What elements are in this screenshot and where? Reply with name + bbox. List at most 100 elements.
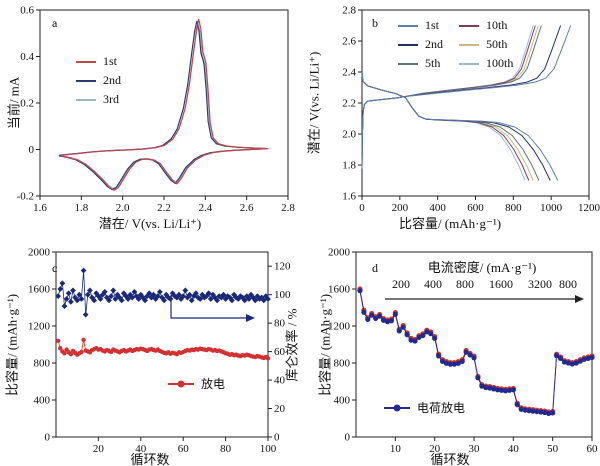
x-tick-label: 1.8: [74, 202, 88, 214]
x-tick-label: 0: [359, 202, 365, 214]
legend-label: 100th: [486, 56, 514, 70]
legend-line-swatch: [459, 24, 479, 27]
right-y-tick-label: 20: [274, 403, 286, 415]
legend-item-5th: 5th: [398, 54, 443, 73]
right-y-tick-label: 100: [274, 289, 291, 301]
y-axis-label-current: 当前/ mA: [6, 76, 22, 130]
rate-value-3200: 3200: [528, 277, 552, 291]
x-tick-label: 2.0: [116, 202, 130, 214]
y-axis-label-potential: 潜在/ V(vs. Li/Li⁺): [306, 51, 322, 155]
y-tick-label: 0: [29, 144, 35, 156]
plot-frame: [55, 251, 269, 438]
x-tick-label: 1.6: [33, 202, 47, 214]
y-tick-label: 0: [45, 432, 51, 444]
y-tick-label: 1200: [328, 321, 351, 333]
x-axis-label-capacity: 比容量/ (mAh·g⁻¹): [398, 216, 502, 231]
legend-label: 2nd: [425, 37, 443, 51]
cv-curve-1st: [60, 18, 269, 191]
series-markers-库仑效率: [55, 267, 271, 318]
y-tick-label: 2.0: [342, 129, 356, 141]
x-axis-label-cycle-number: 循环数: [430, 452, 470, 466]
x-tick-label: 2.4: [198, 202, 212, 214]
y-tick-label: 2000: [28, 247, 51, 259]
rate-value-800: 800: [456, 277, 474, 291]
right-y-tick-label: 80: [274, 318, 286, 330]
chart-c-canvas: 20 40 60 80 10004008001200160020000204060801…: [28, 247, 291, 456]
x-tick-label: 1000: [540, 202, 563, 214]
x-tick-label: 2.8: [281, 202, 295, 214]
panel-label-d: d: [372, 261, 378, 275]
y-tick-label: 2.2: [342, 98, 356, 110]
current-density-annotation-title: 电流密度/ (mA·g⁻¹): [427, 260, 537, 275]
x-tick-label: 800: [505, 202, 522, 214]
x-tick-label: 600: [467, 202, 484, 214]
x-tick-label: 2.6: [240, 202, 254, 214]
y-tick-label: 2.6: [342, 36, 356, 48]
legend-label: 50th: [486, 37, 508, 51]
x-tick-label: 20: [93, 443, 105, 455]
y-axis-label-capacity: 比容量/ (mAh·g⁻¹): [317, 293, 333, 397]
legend-line-marker-swatch: [384, 404, 410, 411]
charge-curve-1st: [361, 25, 572, 169]
legend-a: 1st 2nd 3rd: [76, 52, 121, 109]
series-line-discharge: [359, 290, 593, 414]
rate-value-400: 400: [424, 277, 442, 291]
x-tick-label: 30: [469, 443, 481, 455]
panel-label-a: a: [52, 16, 58, 30]
y-tick-label: 0.4: [20, 51, 34, 63]
legend-marker-dot: [393, 404, 401, 411]
y-tick-label: 0.6: [20, 5, 34, 17]
y-tick-label: 0.2: [20, 98, 34, 110]
rate-value-800b: 800: [559, 277, 577, 291]
panel-c-cycling: 20 40 60 80 100 0 400 800 1200 1600 2000 0 20 40 60 80 1…: [0, 233, 300, 466]
legend-line-swatch: [76, 60, 96, 63]
y-tick-label: 2.8: [342, 5, 356, 17]
y-tick-label: 1.8: [342, 160, 356, 172]
series-markers-discharge: [357, 288, 595, 417]
x-tick-label: 100: [260, 443, 277, 455]
legend-label: 2nd: [103, 73, 121, 87]
chart-b-canvas: 0 200 400 600 800 1000 1200 1.6 1.8 2.0 2.2 2.4 2.6 2…: [342, 5, 600, 215]
panel-label-b: b: [372, 16, 378, 30]
y-tick-label: 0: [345, 432, 351, 444]
legend-line-swatch: [398, 24, 418, 27]
legend-line-swatch: [459, 43, 479, 46]
y-tick-label: 2.4: [342, 67, 356, 79]
x-tick-label: 40: [508, 443, 520, 455]
panel-a-cv: 1.6 1.8 2.0 2.2 2.4 2.6 2.8 -0.2 0 0.2 0.4 0.6 a 当前…: [0, 0, 300, 233]
legend-line-swatch: [398, 43, 418, 46]
y-tick-label: 1200: [28, 321, 51, 333]
legend-item-100th: 100th: [459, 54, 513, 73]
legend-line-marker-swatch: [168, 380, 194, 387]
x-tick-label: 1200: [578, 202, 600, 214]
legend-line-swatch: [76, 79, 96, 82]
x-tick-label: 2.2: [157, 202, 171, 214]
right-y-tick-label: 60: [274, 346, 286, 358]
legend-item-discharge: 放电: [168, 374, 225, 393]
x-tick-label: 60: [178, 443, 190, 455]
x-tick-label: 10: [390, 443, 402, 455]
legend-label: 5th: [425, 56, 441, 70]
legend-item-1st: 1st: [398, 16, 443, 35]
efficiency-axis-arrow: [170, 295, 255, 322]
legend-label: 3rd: [103, 92, 119, 106]
legend-label: 1st: [103, 54, 118, 68]
right-y-tick-label: 0: [274, 432, 280, 444]
x-tick-label: 200: [392, 202, 409, 214]
y-tick-label: 2000: [328, 247, 351, 259]
panel-label-c: c: [52, 261, 58, 275]
y-tick-label: 1600: [28, 284, 51, 296]
series-markers-charge: [357, 286, 595, 415]
discharge-curve-100th: [361, 71, 526, 181]
x-axis-label-cycle-number: 循环数: [130, 452, 170, 466]
y-tick-label: 400: [34, 395, 51, 407]
legend-item-1st: 1st: [76, 52, 121, 71]
legend-item-3rd: 3rd: [76, 90, 121, 109]
y-tick-label: 1.6: [342, 191, 356, 203]
chart-a-canvas: 1.6 1.8 2.0 2.2 2.4 2.6 2.8 -0.2 0 0.2 0.4 0.6: [17, 5, 296, 215]
y-tick-label: 1600: [328, 284, 351, 296]
rate-value-200: 200: [392, 277, 410, 291]
x-tick-label: 50: [547, 443, 559, 455]
legend-item-2nd: 2nd: [76, 71, 121, 90]
series-markers-放电: [55, 337, 271, 361]
